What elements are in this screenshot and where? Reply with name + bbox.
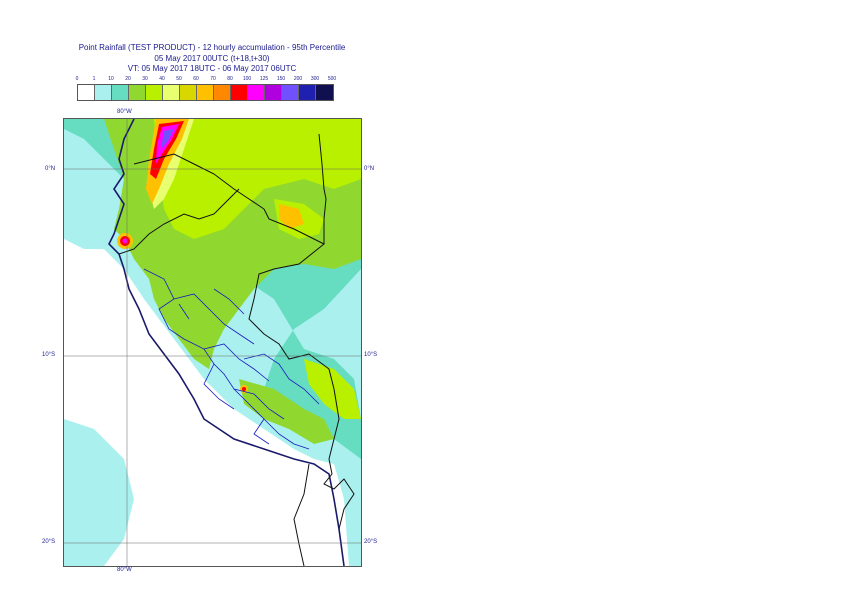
region-boundaries	[143, 268, 320, 450]
lat-label-20-left: 20°S	[42, 539, 56, 545]
rain-hotspot-guayaquil-core	[122, 238, 128, 244]
scale-swatch	[78, 85, 95, 100]
lat-label-10-right: 10°S	[364, 352, 378, 358]
scale-swatch	[112, 85, 129, 100]
country-border-bolivia	[323, 458, 355, 530]
scale-label: 0	[75, 76, 79, 82]
rain-core-red	[150, 121, 184, 179]
rain-hotspot-south-core	[242, 387, 246, 391]
scale-swatch	[95, 85, 112, 100]
lat-label-20-right: 20°S	[364, 539, 378, 545]
rain-field-green-se	[239, 379, 334, 444]
scale-label: 20	[125, 76, 131, 82]
country-border-brazil-colombia	[318, 133, 327, 244]
rain-field-yellow-2	[279, 204, 304, 229]
scale-label: 80	[227, 76, 233, 82]
scale-swatch	[197, 85, 214, 100]
scale-swatches	[77, 84, 334, 101]
scale-swatch	[129, 85, 146, 100]
scale-label: 300	[310, 76, 320, 82]
scale-swatch	[214, 85, 231, 100]
scale-label: 500	[327, 76, 337, 82]
country-border-ecuador-peru	[118, 188, 240, 255]
lat-label-10-left: 10°S	[42, 352, 56, 358]
rain-field-lime-3	[304, 359, 361, 419]
scale-swatch	[316, 85, 333, 100]
scale-label: 60	[193, 76, 199, 82]
scale-swatch	[299, 85, 316, 100]
scale-label: 40	[159, 76, 165, 82]
scale-swatch	[146, 85, 163, 100]
scale-swatch	[180, 85, 197, 100]
lat-label-0-right: 0°N	[364, 166, 375, 172]
title-line-2: 05 May 2017 00UTC (t+18,t+30)	[154, 53, 270, 63]
scale-swatch	[231, 85, 248, 100]
scale-label: 70	[210, 76, 216, 82]
title-line-1: Point Rainfall (TEST PRODUCT) - 12 hourl…	[78, 43, 346, 52]
scale-label: 30	[142, 76, 148, 82]
rain-field-cyan-ocean-2	[64, 199, 109, 244]
map-title: Point Rainfall (TEST PRODUCT) - 12 hourl…	[0, 43, 424, 75]
scale-swatch	[282, 85, 299, 100]
scale-label: 50	[176, 76, 182, 82]
country-border-peru-chile	[293, 463, 310, 566]
rain-field-cyan-ocean	[64, 419, 134, 566]
scale-label: 10	[108, 76, 114, 82]
country-border-peru-brazil	[248, 208, 340, 460]
map-svg	[64, 119, 361, 566]
scale-label: 150	[276, 76, 286, 82]
scale-label: 200	[293, 76, 303, 82]
colour-scale-legend: 0 1 10 20 30 40 50 60 70 80 100 125 150 200 300 500	[75, 76, 349, 101]
title-line-3: VT: 05 May 2017 18UTC - 06 May 2017 06UT…	[127, 64, 297, 73]
lon-label-top: 80°W	[117, 109, 132, 115]
rain-field-lime	[154, 119, 361, 239]
lon-label-bottom: 80°W	[117, 567, 132, 573]
coastline	[108, 119, 345, 566]
lat-label-0-left: 0°N	[45, 166, 56, 172]
rainfall-map	[63, 118, 362, 567]
rain-core-magenta	[156, 124, 179, 164]
scale-swatch	[248, 85, 265, 100]
scale-labels: 0 1 10 20 30 40 50 60 70 80 100 125 150 200 300 500	[75, 76, 349, 84]
scale-label: 125	[259, 76, 269, 82]
scale-label: 1	[92, 76, 96, 82]
scale-label: 100	[242, 76, 252, 82]
scale-swatch	[163, 85, 180, 100]
rain-core-purple	[161, 129, 174, 149]
scale-swatch	[265, 85, 282, 100]
